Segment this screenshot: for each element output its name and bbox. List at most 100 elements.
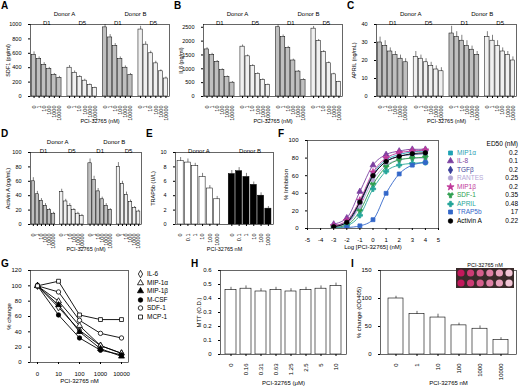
svg-text:60: 60 — [15, 178, 21, 184]
svg-text:0.1: 0.1 — [203, 337, 212, 343]
svg-text:PCI-32765 (nM): PCI-32765 (nM) — [253, 118, 292, 124]
svg-text:40: 40 — [292, 190, 299, 196]
svg-text:40: 40 — [15, 329, 22, 335]
svg-text:0: 0 — [371, 237, 375, 243]
svg-text:6: 6 — [163, 178, 166, 184]
svg-text:0.6: 0.6 — [203, 267, 212, 273]
svg-text:% change (OD405): % change (OD405) — [356, 287, 362, 338]
svg-text:0.5: 0.5 — [203, 281, 212, 287]
svg-text:D1: D1 — [96, 148, 104, 154]
svg-text:0: 0 — [368, 351, 372, 357]
svg-text:IL8 (pg/ml): IL8 (pg/ml) — [178, 47, 184, 73]
svg-text:0.2: 0.2 — [203, 323, 212, 329]
svg-text:60: 60 — [15, 313, 22, 319]
svg-text:D5: D5 — [68, 148, 76, 154]
svg-text:-3: -3 — [331, 237, 337, 243]
svg-text:D1: D1 — [461, 20, 469, 26]
svg-text:3: 3 — [411, 237, 415, 243]
svg-text:TRAP5b (U/L): TRAP5b (U/L) — [150, 171, 156, 206]
svg-text:1000: 1000 — [265, 234, 271, 246]
svg-text:80: 80 — [15, 164, 21, 170]
svg-text:10000: 10000 — [163, 106, 169, 121]
svg-text:10000: 10000 — [50, 234, 56, 249]
svg-text:D5: D5 — [78, 20, 86, 26]
svg-text:100: 100 — [258, 234, 264, 243]
svg-text:Log [PCI-32765] (nM): Log [PCI-32765] (nM) — [344, 244, 402, 250]
svg-text:2.5: 2.5 — [303, 363, 309, 372]
svg-text:100: 100 — [288, 137, 299, 143]
svg-text:0.1: 0.1 — [236, 234, 242, 242]
svg-text:5: 5 — [318, 363, 324, 367]
svg-text:10000: 10000 — [336, 106, 342, 121]
svg-text:10: 10 — [435, 363, 441, 370]
svg-text:2: 2 — [163, 207, 166, 213]
svg-text:Donor A: Donor A — [400, 11, 422, 17]
svg-text:150: 150 — [361, 267, 372, 273]
svg-text:400: 400 — [12, 64, 21, 70]
svg-text:10000: 10000 — [229, 106, 235, 121]
svg-text:0: 0 — [18, 359, 22, 365]
svg-text:-4: -4 — [318, 237, 324, 243]
svg-text:D1: D1 — [114, 20, 122, 26]
svg-text:Donor A: Donor A — [54, 11, 76, 17]
svg-text:10000: 10000 — [135, 234, 141, 249]
svg-text:D1: D1 — [287, 20, 295, 26]
svg-text:Activin A (pg/mL): Activin A (pg/mL) — [5, 168, 11, 209]
svg-text:SDF1 (pg/ml): SDF1 (pg/ml) — [5, 44, 11, 77]
svg-text:800: 800 — [12, 36, 21, 42]
svg-text:0.1: 0.1 — [185, 234, 191, 242]
svg-text:500: 500 — [185, 79, 194, 85]
svg-text:Donor A: Donor A — [47, 139, 69, 145]
svg-text:10000: 10000 — [498, 363, 504, 380]
svg-text:10000: 10000 — [402, 106, 408, 121]
svg-text:10000: 10000 — [56, 106, 62, 121]
svg-text:120: 120 — [11, 267, 22, 273]
svg-text:0.3: 0.3 — [203, 309, 212, 315]
svg-text:10: 10 — [55, 371, 62, 377]
svg-text:10: 10 — [251, 234, 257, 240]
svg-text:0: 0 — [177, 234, 183, 237]
svg-text:0: 0 — [191, 93, 194, 99]
svg-text:60: 60 — [292, 173, 299, 179]
svg-text:APRIL (ng/mL): APRIL (ng/mL) — [351, 42, 357, 78]
svg-text:0: 0 — [228, 363, 234, 367]
svg-text:D5: D5 — [149, 20, 157, 26]
svg-text:1: 1 — [384, 237, 388, 243]
svg-text:0.31: 0.31 — [258, 363, 264, 375]
svg-text:100: 100 — [361, 295, 372, 301]
svg-text:-1: -1 — [357, 237, 363, 243]
svg-text:100: 100 — [207, 234, 213, 243]
svg-text:0: 0 — [36, 371, 40, 377]
svg-text:40: 40 — [15, 192, 21, 198]
svg-text:80: 80 — [292, 155, 299, 161]
svg-text:600: 600 — [12, 50, 21, 56]
svg-text:80: 80 — [15, 298, 22, 304]
svg-text:Donor A: Donor A — [227, 11, 249, 17]
svg-text:PCI-32765 nM: PCI-32765 nM — [429, 380, 468, 386]
svg-text:D5: D5 — [125, 148, 133, 154]
svg-text:PCI-32765 (nM): PCI-32765 (nM) — [80, 118, 119, 124]
svg-text:D5: D5 — [496, 20, 504, 26]
svg-text:0: 0 — [163, 221, 166, 227]
svg-text:PCI-32765 (nM): PCI-32765 (nM) — [427, 118, 466, 124]
svg-text:1.25: 1.25 — [288, 363, 294, 375]
svg-text:% change: % change — [6, 302, 12, 329]
svg-text:Donor A: Donor A — [188, 148, 210, 154]
svg-text:1: 1 — [192, 234, 198, 237]
svg-text:30: 30 — [361, 39, 367, 45]
svg-text:% Inhibition: % Inhibition — [283, 169, 289, 200]
svg-text:-2: -2 — [344, 237, 350, 243]
svg-text:8: 8 — [163, 164, 166, 170]
svg-text:MTT (O.D.): MTT (O.D.) — [196, 297, 202, 327]
svg-text:10000: 10000 — [300, 106, 306, 121]
svg-text:2: 2 — [398, 237, 402, 243]
svg-text:0: 0 — [393, 363, 399, 367]
svg-text:20: 20 — [15, 344, 22, 350]
svg-text:20: 20 — [292, 208, 299, 214]
svg-text:Donor B: Donor B — [471, 11, 493, 17]
svg-text:PCI-32765 nM: PCI-32765 nM — [207, 246, 243, 252]
svg-text:0: 0 — [229, 234, 235, 237]
svg-text:1: 1 — [243, 234, 249, 237]
svg-text:PCI-32765 (μM): PCI-32765 (μM) — [262, 380, 305, 386]
svg-text:D5: D5 — [251, 20, 259, 26]
